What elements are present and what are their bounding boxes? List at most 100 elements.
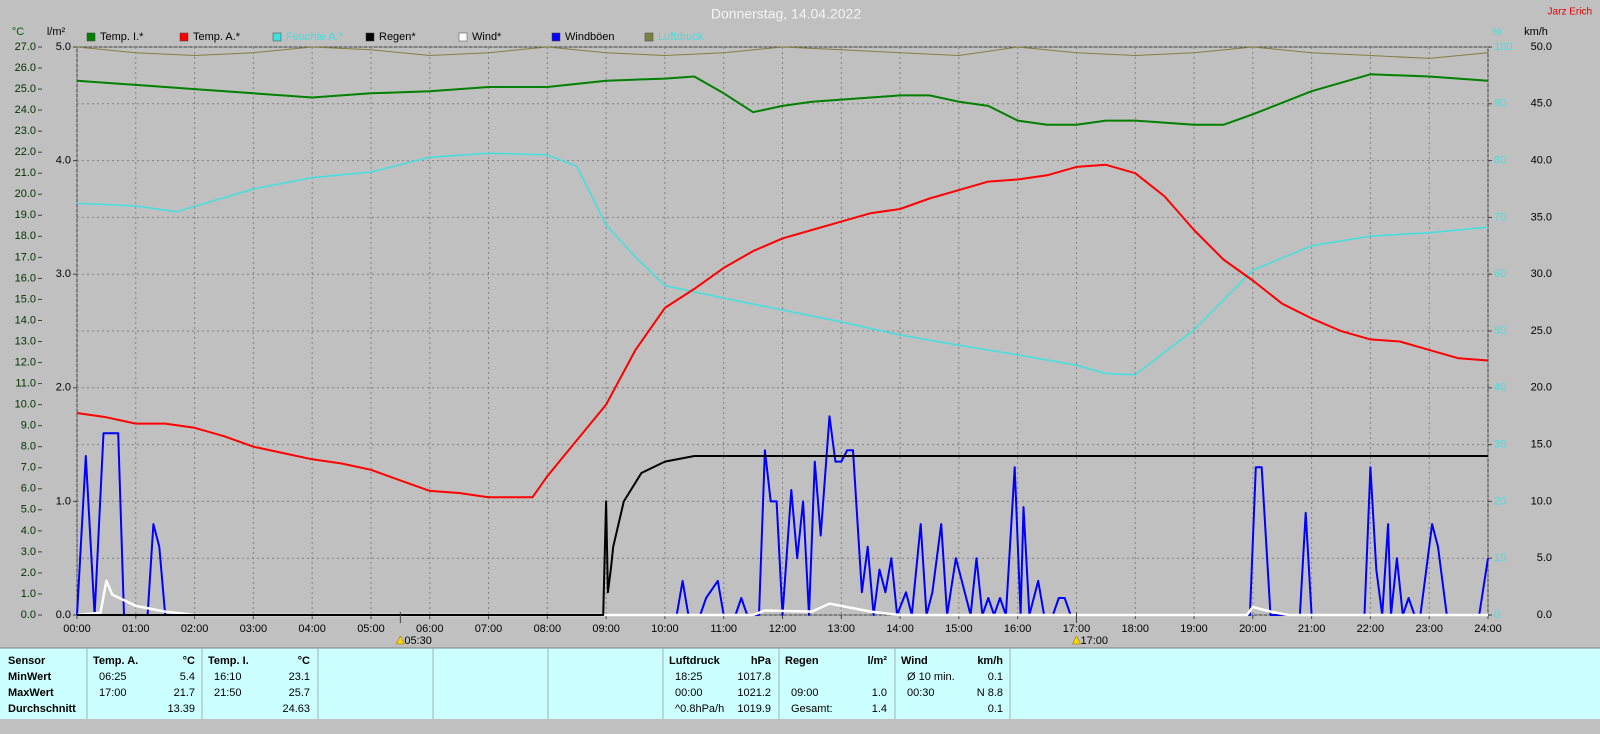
cell-value: 13.39	[167, 703, 195, 715]
y2-tick-label: 4.0	[56, 155, 71, 167]
y-tick-label: 22.0	[15, 146, 36, 158]
cell-time: 21:50	[214, 687, 242, 699]
legend-label: Temp. A.*	[193, 31, 241, 43]
y4-tick-label: 30.0	[1531, 268, 1552, 280]
y4-tick-label: 0.0	[1537, 609, 1552, 621]
legend-label: Wind*	[472, 31, 502, 43]
cell-value: 0.1	[988, 703, 1003, 715]
x-tick-label: 22:00	[1357, 623, 1385, 635]
row-label: MinWert	[8, 671, 52, 683]
x-tick-label: 08:00	[534, 623, 562, 635]
y-tick-label: 3.0	[21, 546, 36, 558]
x-tick-label: 23:00	[1415, 623, 1443, 635]
y3-tick-label: 80	[1494, 155, 1506, 167]
legend-label: Temp. I.*	[100, 31, 144, 43]
cell-value: 1.4	[872, 703, 887, 715]
y-tick-label: 17.0	[15, 251, 36, 263]
stats-table-bg	[0, 648, 1600, 719]
y4-axis-label: km/h	[1524, 26, 1548, 38]
y-tick-label: 27.0	[15, 41, 36, 53]
y-tick-label: 23.0	[15, 125, 36, 137]
y3-tick-label: 100	[1494, 41, 1512, 53]
author: Jarz Erich	[1548, 7, 1592, 18]
cell-time: 16:10	[214, 671, 242, 683]
legend-swatch	[179, 32, 189, 42]
x-tick-label: 01:00	[122, 623, 150, 635]
y4-tick-label: 5.0	[1537, 552, 1552, 564]
x-tick-label: 19:00	[1180, 623, 1208, 635]
legend-swatch	[365, 32, 375, 42]
y4-tick-label: 20.0	[1531, 382, 1552, 394]
y-tick-label: 2.0	[21, 567, 36, 579]
legend-label: Feuchte A.*	[286, 31, 344, 43]
y2-tick-label: 0.0	[56, 609, 71, 621]
legend-swatch	[272, 32, 282, 42]
series-line	[76, 163, 1489, 499]
y3-tick-label: 10	[1494, 552, 1506, 564]
x-tick-label: 00:00	[63, 623, 91, 635]
cell-time: ^0.8hPa/h	[675, 703, 724, 715]
y-tick-label: 19.0	[15, 209, 36, 221]
sun-icon	[395, 635, 405, 645]
cell-time: Gesamt:	[791, 703, 833, 715]
y-tick-label: 7.0	[21, 462, 36, 474]
y-tick-label: 11.0	[15, 377, 36, 389]
legend-swatch	[644, 32, 654, 42]
x-tick-label: 11:00	[710, 623, 737, 635]
y-tick-label: 15.0	[15, 293, 36, 305]
legend-swatch	[458, 32, 468, 42]
y4-tick-label: 15.0	[1531, 439, 1552, 451]
cell-value: N 8.8	[977, 687, 1003, 699]
legend-label: Regen*	[379, 31, 416, 43]
x-tick-label: 21:00	[1298, 623, 1326, 635]
y3-tick-label: 60	[1494, 268, 1506, 280]
y-tick-label: 18.0	[15, 230, 36, 242]
x-tick-label: 13:00	[828, 623, 856, 635]
y-tick-label: 26.0	[15, 62, 36, 74]
y4-tick-label: 45.0	[1531, 98, 1552, 110]
y-tick-label: 4.0	[21, 525, 36, 537]
section-title: Wind	[901, 655, 928, 667]
x-tick-label: 16:00	[1004, 623, 1032, 635]
x-tick-label: 10:00	[651, 623, 679, 635]
y-tick-label: 6.0	[21, 483, 36, 495]
y-tick-label: 8.0	[21, 441, 36, 453]
x-tick-label: 02:00	[181, 623, 209, 635]
cell-value: 1021.2	[737, 687, 771, 699]
x-tick-label: 15:00	[945, 623, 973, 635]
x-tick-label: 20:00	[1239, 623, 1267, 635]
x-tick-label: 18:00	[1121, 623, 1149, 635]
y4-tick-label: 35.0	[1531, 211, 1552, 223]
row-label: MaxWert	[8, 687, 54, 699]
x-tick-label: 12:00	[769, 623, 797, 635]
series-line	[76, 152, 1489, 376]
x-tick-label: 17:00	[1063, 623, 1091, 635]
y-tick-label: 21.0	[15, 167, 36, 179]
section-title: Temp. A.	[93, 655, 138, 667]
x-tick-label: 07:00	[475, 623, 503, 635]
x-tick-label: 14:00	[886, 623, 914, 635]
y2-tick-label: 3.0	[56, 268, 71, 280]
y-tick-label: 14.0	[15, 314, 36, 326]
chart-title: Donnerstag, 14.04.2022	[711, 6, 861, 22]
series-line	[76, 46, 1489, 59]
legend-swatch	[86, 32, 96, 42]
y-tick-label: 16.0	[15, 272, 36, 284]
section-unit: °C	[298, 655, 310, 667]
y2-tick-label: 2.0	[56, 382, 71, 394]
y-tick-label: 9.0	[21, 420, 36, 432]
x-tick-label: 06:00	[416, 623, 444, 635]
y3-tick-label: 20	[1494, 495, 1506, 507]
cell-value: 0.1	[988, 671, 1003, 683]
y4-tick-label: 40.0	[1531, 155, 1552, 167]
section-title: Regen	[785, 655, 819, 667]
cell-time: 00:00	[675, 687, 703, 699]
row-label: Sensor	[8, 655, 46, 667]
x-tick-label: 04:00	[298, 623, 326, 635]
y3-tick-label: 40	[1494, 382, 1506, 394]
y2-tick-label: 1.0	[56, 495, 71, 507]
y-axis-label: °C	[12, 26, 24, 38]
y3-tick-label: 30	[1494, 439, 1506, 451]
